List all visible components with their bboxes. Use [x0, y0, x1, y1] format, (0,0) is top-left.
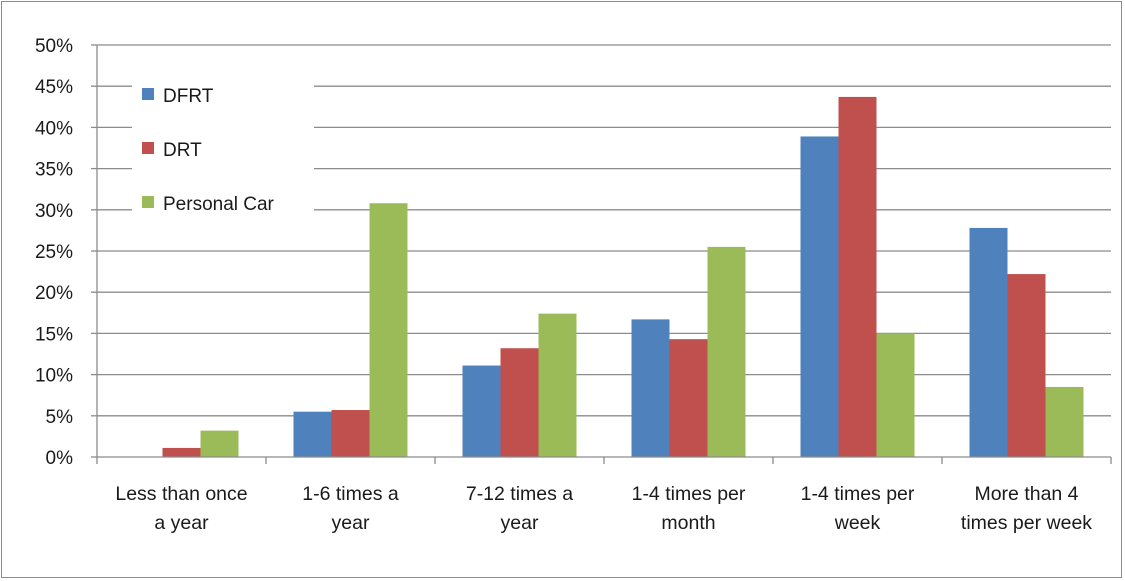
x-tick-label: 7-12 times a	[466, 483, 573, 505]
y-tick-label: 40%	[35, 118, 73, 139]
bar-drt	[500, 348, 539, 457]
bar-drt	[838, 96, 877, 458]
legend: DFRT DRT Personal Car	[132, 75, 314, 220]
bar-dfrt	[969, 227, 1008, 457]
x-tick-label: year	[332, 512, 370, 534]
y-tick-label: 35%	[35, 160, 73, 181]
bar-series	[162, 96, 1084, 458]
x-tick-label: times per week	[961, 512, 1092, 534]
x-tick-label: 1-6 times a	[302, 483, 399, 505]
y-tick-label: 25%	[35, 242, 73, 263]
x-tick-label: year	[501, 512, 539, 534]
bar-dfrt	[293, 411, 332, 457]
legend-swatch	[142, 142, 154, 154]
legend-label: DFRT	[163, 86, 214, 107]
bar-personal-car	[707, 246, 746, 457]
y-tick-label: 0%	[46, 448, 74, 469]
axes	[91, 44, 1112, 464]
x-tick-label: 1-4 times per	[632, 483, 746, 505]
legend-background	[132, 75, 314, 220]
y-tick-label: 20%	[35, 283, 73, 304]
x-axis-ticks: Less than once a year 1-6 times a year 7-12 …	[115, 483, 1092, 534]
y-tick-label: 5%	[46, 407, 74, 428]
y-tick-label: 15%	[35, 324, 73, 345]
bar-drt	[1007, 274, 1046, 457]
x-tick-label: a year	[154, 512, 209, 534]
y-tick-label: 50%	[35, 36, 73, 57]
y-tick-label: 10%	[35, 366, 73, 387]
bar-dfrt	[800, 136, 839, 458]
bar-personal-car	[876, 333, 915, 457]
y-tick-label: 30%	[35, 201, 73, 222]
x-tick-label: 1-4 times per	[801, 483, 915, 505]
legend-label: DRT	[163, 140, 202, 161]
bar-drt	[331, 410, 370, 457]
y-tick-label: 45%	[35, 77, 73, 98]
bar-personal-car	[369, 203, 408, 457]
bar-personal-car	[200, 430, 239, 457]
x-tick-label: month	[661, 512, 715, 534]
bar-dfrt	[462, 365, 501, 457]
bar-personal-car	[538, 313, 577, 457]
bar-dfrt	[631, 319, 670, 457]
bar-drt	[669, 339, 708, 457]
bar-drt	[162, 447, 201, 457]
x-tick-label: Less than once	[115, 483, 247, 505]
legend-swatch	[142, 196, 154, 208]
legend-label: Personal Car	[163, 194, 275, 215]
x-tick-label: More than 4	[974, 483, 1078, 505]
legend-swatch	[142, 88, 154, 100]
x-tick-label: week	[834, 512, 881, 534]
y-axis-ticks: 0% 5% 10% 15% 20% 25% 30% 35% 40% 45% 50%	[35, 36, 73, 469]
bar-personal-car	[1045, 386, 1084, 457]
